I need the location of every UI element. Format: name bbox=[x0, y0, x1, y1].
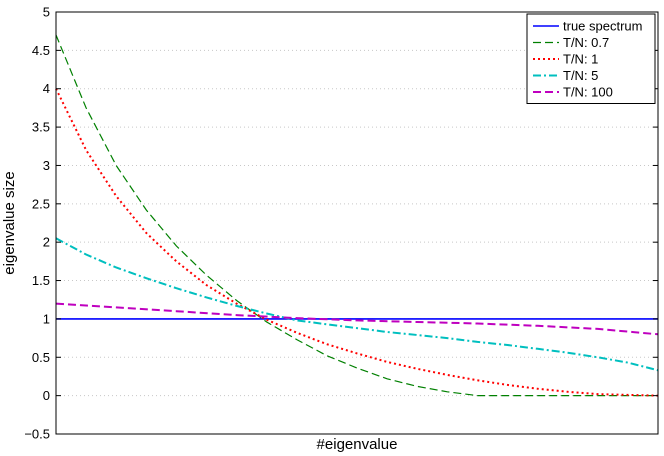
y-tick-label: 4 bbox=[43, 81, 50, 96]
y-tick-label: 4.5 bbox=[32, 43, 50, 58]
y-tick-label: 1.5 bbox=[32, 273, 50, 288]
y-tick-label: 2.5 bbox=[32, 196, 50, 211]
legend-label: T/N: 5 bbox=[563, 68, 598, 83]
legend-label: T/N: 1 bbox=[563, 52, 598, 67]
y-tick-label: 0.5 bbox=[32, 350, 50, 365]
y-axis-ticks: −0.5 0 0.5 1 1.5 2 2.5 3 3.5 4 4.5 5 bbox=[24, 5, 658, 442]
series-line-2 bbox=[55, 88, 659, 397]
y-tick-label: 0 bbox=[43, 388, 50, 403]
legend-label: T/N: 100 bbox=[563, 85, 613, 100]
x-axis-label: #eigenvalue bbox=[317, 436, 398, 453]
y-tick-label: −0.5 bbox=[24, 427, 50, 442]
series-line-1 bbox=[55, 34, 658, 397]
y-axis-label: eigenvalue size bbox=[1, 171, 18, 274]
y-tick-label: 5 bbox=[43, 5, 50, 20]
plot-frame bbox=[55, 11, 659, 435]
series-line-4 bbox=[55, 302, 659, 336]
legend-label: true spectrum bbox=[563, 19, 642, 34]
gridlines bbox=[56, 49, 658, 397]
series-line-3 bbox=[55, 237, 659, 372]
series-lines bbox=[55, 34, 659, 397]
legend-label: T/N: 0.7 bbox=[563, 35, 609, 50]
y-tick-label: 3 bbox=[43, 158, 50, 173]
y-tick-label: 1 bbox=[43, 311, 50, 326]
y-tick-label: 3.5 bbox=[32, 120, 50, 135]
y-tick-label: 2 bbox=[43, 235, 50, 250]
